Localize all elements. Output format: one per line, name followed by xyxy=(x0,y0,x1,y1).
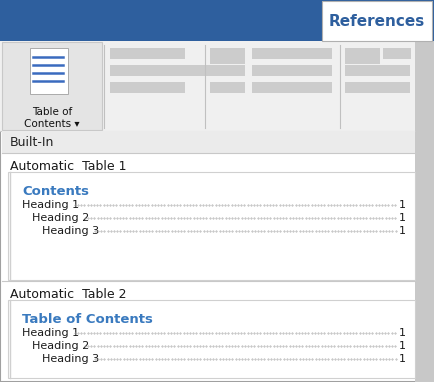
Text: Contents: Contents xyxy=(22,185,89,198)
Text: Heading 3: Heading 3 xyxy=(42,226,99,236)
Bar xyxy=(251,82,331,93)
Bar xyxy=(8,172,414,280)
Text: 1: 1 xyxy=(398,226,405,236)
Bar xyxy=(0,0,434,41)
Text: Heading 1: Heading 1 xyxy=(22,328,79,338)
Text: Automatic  Table 2: Automatic Table 2 xyxy=(10,288,126,301)
Text: Automatic  Table 1: Automatic Table 1 xyxy=(10,160,126,173)
Bar xyxy=(0,41,414,131)
Bar xyxy=(8,300,414,378)
Text: 1: 1 xyxy=(398,341,405,351)
Text: 1: 1 xyxy=(398,200,405,210)
Bar xyxy=(414,0,434,382)
Bar xyxy=(321,1,431,41)
Bar xyxy=(210,82,244,93)
Text: Heading 3: Heading 3 xyxy=(42,354,99,364)
Bar xyxy=(251,65,331,76)
Text: Heading 2: Heading 2 xyxy=(32,341,89,351)
Text: 1: 1 xyxy=(398,213,405,223)
Bar xyxy=(110,48,184,59)
Bar xyxy=(110,82,184,93)
Bar xyxy=(344,65,409,76)
Bar xyxy=(382,48,410,59)
Bar xyxy=(210,65,244,76)
Bar xyxy=(210,48,244,64)
Bar xyxy=(30,48,68,94)
Bar xyxy=(2,131,414,153)
Text: Table of Contents: Table of Contents xyxy=(22,313,152,326)
Text: Heading 2: Heading 2 xyxy=(32,213,89,223)
Text: References: References xyxy=(328,13,424,29)
Bar xyxy=(344,82,409,93)
Text: Built-In: Built-In xyxy=(10,136,54,149)
Bar xyxy=(344,48,379,64)
Text: Heading 1: Heading 1 xyxy=(22,200,79,210)
Text: 1: 1 xyxy=(398,354,405,364)
Text: 1: 1 xyxy=(398,328,405,338)
Bar xyxy=(2,42,102,130)
Bar xyxy=(251,48,331,59)
Text: Table of
Contents ▾: Table of Contents ▾ xyxy=(24,107,79,129)
Bar xyxy=(110,65,210,76)
